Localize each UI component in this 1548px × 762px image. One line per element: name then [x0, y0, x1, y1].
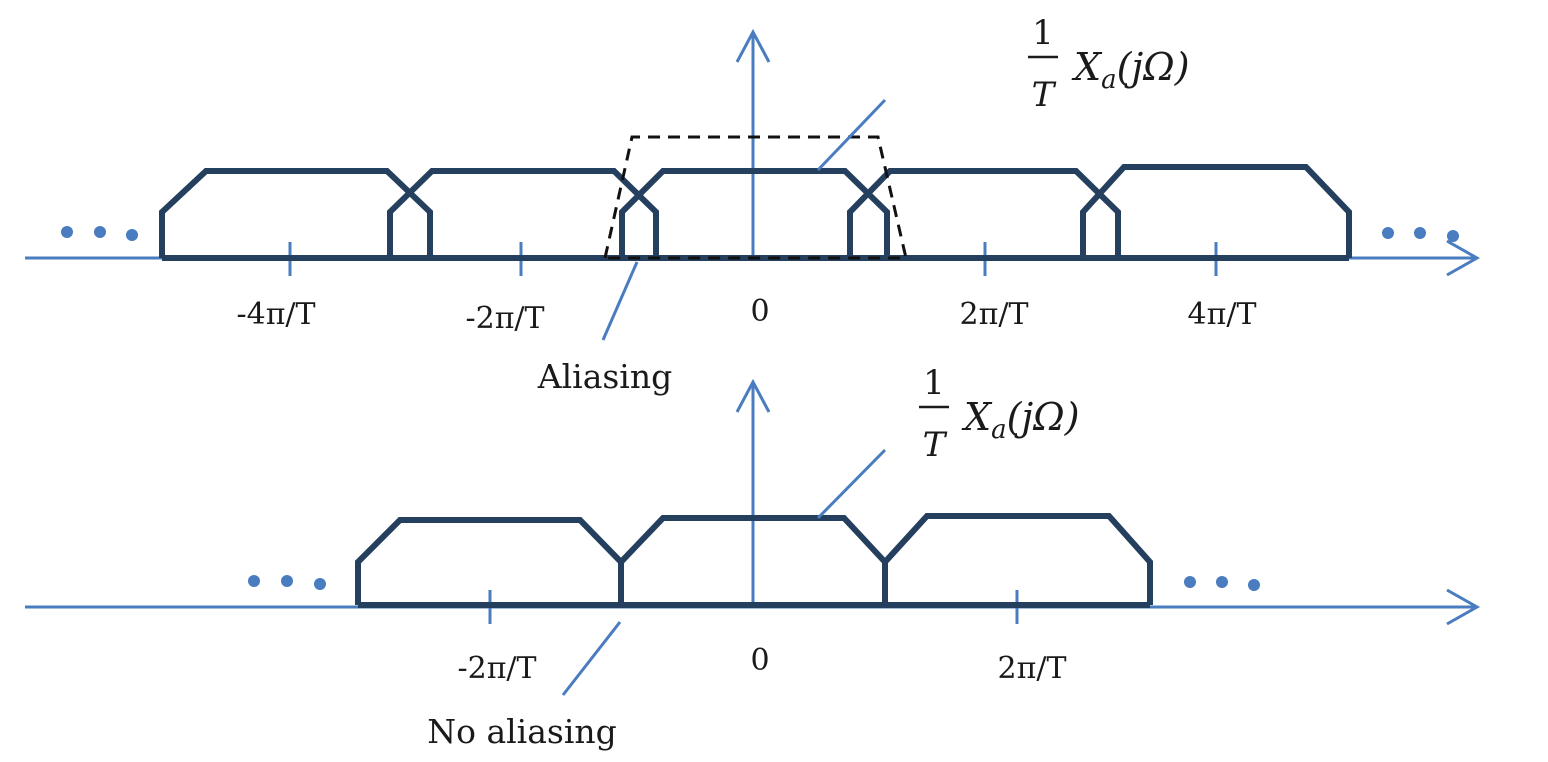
top-tick-label: 4π/T [1188, 297, 1257, 332]
top-replica-0 [619, 168, 890, 258]
top-tick-label: 0 [750, 294, 769, 329]
bottom-frequency-axis-arrow [1446, 588, 1481, 626]
aliasing-leader-line [601, 261, 639, 341]
aliasing-label: Aliasing [537, 357, 672, 396]
top-left-ellipsis [61, 226, 138, 241]
bottom-right-ellipsis [1184, 576, 1260, 591]
bottom-fraction-denominator: T [923, 425, 948, 465]
top-original-spectrum [603, 135, 908, 260]
top-spectrum-leader-line [816, 98, 887, 172]
top-tick-label: -4π/T [236, 297, 315, 332]
top-magnitude-axis-arrow [735, 28, 771, 63]
bottom-replica-2pi [882, 513, 1153, 605]
bottom-panel: -2π/T 0 2π/T No aliasing 1 T Xa(jΩ) [25, 363, 1481, 751]
no-aliasing-label: No aliasing [427, 712, 617, 751]
no-aliasing-leader-line [561, 621, 622, 696]
top-replica-4pi [1080, 164, 1352, 258]
bottom-tick-label: -2π/T [457, 651, 536, 686]
bottom-spectrum-leader-line [816, 448, 887, 520]
top-spectrum-label: 1 T Xa(jΩ) [1028, 13, 1190, 115]
top-frequency-axis-arrow [1446, 239, 1481, 277]
bottom-spectrum-expression: Xa(jΩ) [961, 395, 1080, 445]
bottom-fraction-numerator: 1 [923, 363, 945, 403]
bottom-replica-neg2pi [355, 517, 624, 605]
bottom-left-ellipsis [248, 575, 326, 590]
top-spectrum-expression: Xa(jΩ) [1071, 45, 1190, 95]
top-panel: -4π/T -2π/T 0 2π/T 4π/T Aliasing 1 T Xa(… [25, 13, 1481, 396]
bottom-replica-0 [618, 515, 888, 605]
top-fraction-numerator: 1 [1032, 13, 1054, 53]
top-fraction-denominator: T [1032, 75, 1057, 115]
top-right-ellipsis [1382, 227, 1459, 242]
top-tick-label: 2π/T [960, 297, 1029, 332]
top-replica-2pi [847, 168, 1121, 258]
bottom-tick-label: 2π/T [998, 651, 1067, 686]
bottom-spectrum-label: 1 T Xa(jΩ) [919, 363, 1080, 465]
bottom-magnitude-axis-arrow [735, 378, 771, 413]
top-tick-label: -2π/T [465, 301, 544, 336]
top-replica-neg4pi [159, 168, 433, 258]
bottom-tick-label: 0 [750, 643, 769, 678]
top-replica-neg2pi [387, 168, 659, 258]
